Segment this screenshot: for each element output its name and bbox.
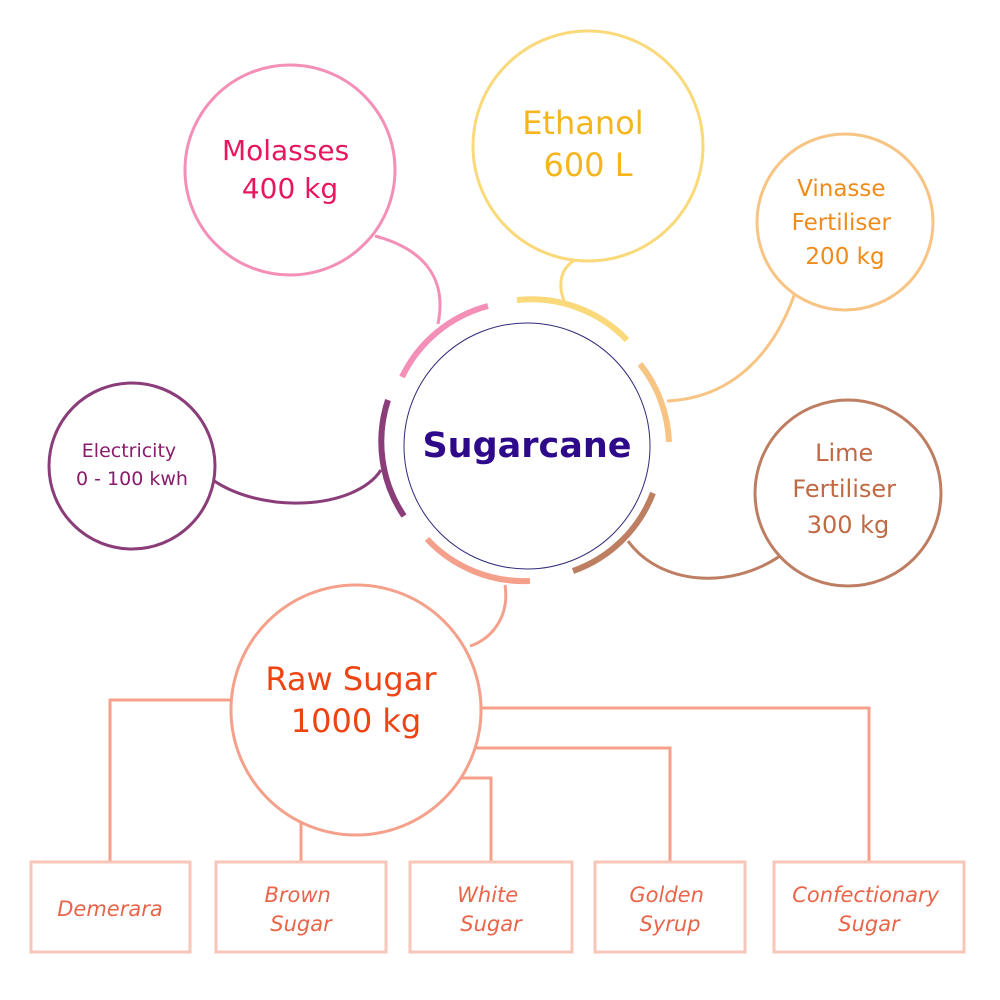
product-golden-syrup: Golden Syrup: [593, 860, 747, 954]
molasses-label: Molasses 400 kg: [222, 134, 358, 205]
product-demerara: Demerara: [29, 860, 192, 954]
ring-arc-lime: [572, 491, 656, 574]
svg-text:Confectionary Sugar: Confectionary Sugar: [792, 883, 946, 936]
ring-arc-ethanol: [516, 296, 630, 343]
ring-arc-molasses: [399, 303, 489, 379]
lime-circle: [753, 398, 943, 588]
ring-arc-electricity: [378, 399, 407, 518]
product-white-sugar: White Sugar: [408, 860, 574, 954]
lime-connector: [626, 540, 781, 580]
vinasse-connector: [666, 292, 797, 403]
ethanol-connector: [559, 256, 579, 304]
raw-sugar-circle: [229, 583, 483, 837]
lime-label: Lime Fertiliser 300 kg: [792, 439, 903, 539]
product-confectionary-sugar: Confectionary Sugar: [772, 860, 966, 954]
ring-arc-raw-sugar: [424, 536, 531, 585]
product-brown-sugar: Brown Sugar: [214, 860, 388, 954]
svg-text:Demerara: Demerara: [57, 897, 162, 921]
vinasse-circle: [755, 132, 935, 312]
center-label: Sugarcane: [422, 426, 631, 466]
center-circle: [403, 322, 651, 570]
ring-arc-vinasse: [637, 362, 672, 443]
vinasse-label: Vinasse Fertiliser 200 kg: [792, 176, 899, 270]
svg-text:White Sugar: White Sugar: [457, 883, 525, 936]
ethanol-circle: [471, 29, 705, 263]
electricity-connector: [209, 469, 383, 505]
electricity-circle: [47, 381, 217, 551]
molasses-circle: [183, 63, 397, 277]
product-tree-connectors: [108, 698, 871, 862]
raw-sugar-label: Raw Sugar 1000 kg: [265, 660, 446, 740]
svg-text:Golden Syrup: Golden Syrup: [629, 883, 710, 936]
raw-sugar-connector: [469, 584, 508, 648]
electricity-label: Electricity 0 - 100 kwh: [76, 440, 188, 490]
svg-text:Brown Sugar: Brown Sugar: [264, 883, 337, 936]
ethanol-label: Ethanol 600 L: [522, 104, 654, 184]
molasses-connector: [374, 234, 442, 325]
